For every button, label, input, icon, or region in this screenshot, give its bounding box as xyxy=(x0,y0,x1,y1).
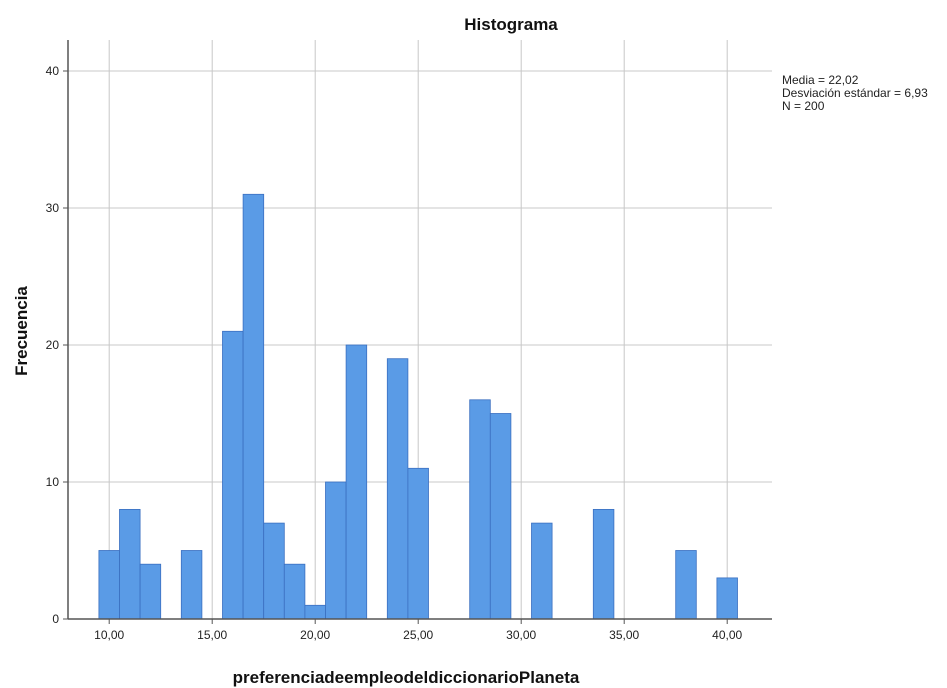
histogram-bar xyxy=(222,330,244,620)
x-tick-label: 35,00 xyxy=(609,628,639,642)
histogram-bar xyxy=(283,563,306,620)
histogram-bar xyxy=(119,508,141,620)
y-axis-label: Frecuencia xyxy=(12,286,31,376)
stat-mean: Media = 22,02 xyxy=(782,73,859,87)
histogram-bar xyxy=(139,563,162,620)
histogram-bar xyxy=(263,522,285,620)
x-tick-label: 40,00 xyxy=(712,628,742,642)
histogram-bar xyxy=(304,604,326,620)
histogram-bar xyxy=(386,358,409,620)
stat-n: N = 200 xyxy=(782,99,825,113)
x-tick-label: 15,00 xyxy=(197,628,227,642)
y-tick-label: 40 xyxy=(46,64,60,78)
chart-title: Histograma xyxy=(464,15,558,34)
histogram-bar xyxy=(98,550,120,620)
x-tick-label: 25,00 xyxy=(403,628,433,642)
histogram-bar xyxy=(469,399,491,620)
y-tick-label: 0 xyxy=(52,612,59,626)
y-tick-label: 20 xyxy=(46,338,60,352)
histogram-bar xyxy=(592,508,615,620)
histogram-bar xyxy=(407,467,429,620)
histogram-bar xyxy=(242,193,265,620)
gridlines xyxy=(68,40,772,619)
histogram-bar xyxy=(180,550,203,620)
histogram-bar xyxy=(345,344,368,620)
x-axis-label: preferenciadeempleodeldiccionarioPlaneta xyxy=(233,668,580,687)
histogram-bar xyxy=(531,522,553,620)
histogram-bar xyxy=(489,413,512,620)
x-tick-label: 20,00 xyxy=(300,628,330,642)
histogram-bar xyxy=(325,481,347,620)
y-tick-label: 30 xyxy=(46,201,60,215)
x-tick-label: 10,00 xyxy=(94,628,124,642)
histogram-bar xyxy=(675,550,697,620)
x-tick-label: 30,00 xyxy=(506,628,536,642)
axes xyxy=(67,40,772,620)
y-tick-labels: 0 10 20 30 40 xyxy=(46,64,68,626)
stat-std: Desviación estándar = 6,93 xyxy=(782,86,928,100)
histogram-bar xyxy=(716,577,738,620)
x-tick-labels: 10,00 15,00 20,00 25,00 30,00 35,00 40,00 xyxy=(94,619,743,642)
y-tick-label: 10 xyxy=(46,475,60,489)
